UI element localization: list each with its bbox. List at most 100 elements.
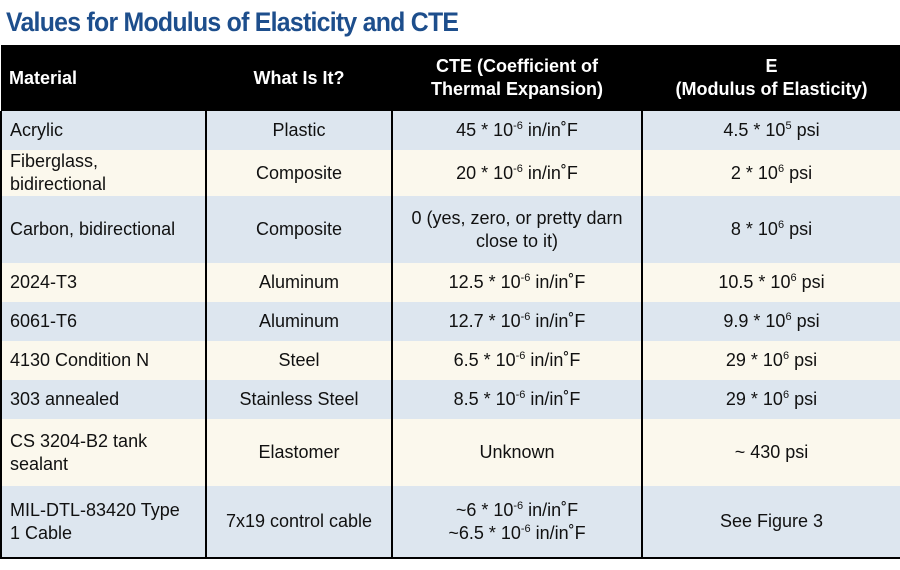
material-text: CS 3204-B2 tank xyxy=(10,430,148,451)
cell-what-is-it: Elastomer xyxy=(205,419,393,486)
cell-modulus: 2 * 106 psi xyxy=(641,150,900,196)
table-row: CS 3204-B2 tank sealant Elastomer Unknown ~ … xyxy=(0,419,900,486)
cte-value: Unknown xyxy=(401,441,633,464)
cell-material: MIL-DTL-83420 Type 1 Cable xyxy=(0,486,207,559)
material-text: 2024-T3 xyxy=(10,272,78,292)
cell-modulus: ~ 430 psi xyxy=(641,419,900,486)
material-text: 6061-T6 xyxy=(10,311,78,331)
cte-value: 12.7 * 10-6 in/in˚F xyxy=(401,310,633,333)
table-body: Acrylic Plastic 45 * 10-6 in/in˚F 4.5 * 105… xyxy=(0,111,900,559)
cte-value-unit: in/in˚F xyxy=(530,272,586,292)
cte-value: 0 (yes, zero, or pretty darn xyxy=(401,207,633,230)
what-text: 7x19 control cable xyxy=(225,511,373,531)
e-value-unit: psi xyxy=(791,311,820,331)
cte-value: 6.5 * 10-6 in/in˚F xyxy=(401,349,633,372)
e-value-base: See Figure 3 xyxy=(719,511,824,531)
e-value-base: 8 * 10 xyxy=(730,219,778,239)
e-value: 8 * 106 psi xyxy=(651,218,892,241)
cte-value-base: 45 * 10 xyxy=(456,120,514,140)
e-value-exponent: 6 xyxy=(790,272,797,284)
cte-value-base: 12.5 * 10 xyxy=(448,272,521,292)
data-table: Material What Is It? CTE (Coefficient of… xyxy=(0,45,900,559)
cte-value-unit: in/in˚F xyxy=(530,311,586,331)
cell-what-is-it: Aluminum xyxy=(205,302,393,341)
cell-cte: 6.5 * 10-6 in/in˚F xyxy=(391,341,643,380)
cell-cte: 8.5 * 10-6 in/in˚F xyxy=(391,380,643,419)
header-what-is-it: What Is It? xyxy=(206,45,392,111)
cte-value-unit: in/in˚F xyxy=(530,522,586,543)
header-material: Material xyxy=(1,45,206,111)
cell-cte: Unknown xyxy=(391,419,643,486)
cte-value-exponent: -6 xyxy=(520,272,531,284)
header-cte: CTE (Coefficient of Thermal Expansion) xyxy=(392,45,642,111)
cte-value: 8.5 * 10-6 in/in˚F xyxy=(401,388,633,411)
cte-value-base: close to it) xyxy=(475,230,559,251)
material-text: MIL-DTL-83420 Type xyxy=(10,499,180,520)
cell-what-is-it: Stainless Steel xyxy=(205,380,393,419)
e-value: 10.5 * 106 psi xyxy=(651,271,892,294)
cell-cte: 45 * 10-6 in/in˚F xyxy=(391,111,643,150)
e-value-unit: psi xyxy=(784,219,813,239)
table-header-row: Material What Is It? CTE (Coefficient of… xyxy=(1,45,900,111)
cell-what-is-it: Plastic xyxy=(205,111,393,150)
cell-cte: ~6 * 10-6 in/in˚F ~6.5 * 10-6 in/in˚F xyxy=(391,486,643,559)
cte-value: 12.5 * 10-6 in/in˚F xyxy=(401,271,633,294)
e-value: 2 * 106 psi xyxy=(651,162,892,185)
e-value-unit: psi xyxy=(791,120,820,140)
e-value: ~ 430 psi xyxy=(651,441,892,464)
material-text: 4130 Condition N xyxy=(10,350,150,370)
cell-material: 4130 Condition N xyxy=(0,341,207,380)
cell-material: Carbon, bidirectional xyxy=(0,196,207,263)
material-text: Fiberglass, bidirectional xyxy=(10,151,107,194)
cell-what-is-it: Composite xyxy=(205,196,393,263)
cell-what-is-it: Aluminum xyxy=(205,263,393,302)
e-value-exponent: 6 xyxy=(777,162,785,175)
cte-value-exponent: -6 xyxy=(513,120,523,132)
what-text: Elastomer xyxy=(258,442,340,462)
e-value: 29 * 106 psi xyxy=(651,388,892,411)
material-text: 303 annealed xyxy=(10,389,120,409)
e-value-exponent: 6 xyxy=(777,219,785,231)
material-text: Carbon, bidirectional xyxy=(10,219,176,239)
e-value-exponent: 6 xyxy=(782,389,790,401)
cell-material: 2024-T3 xyxy=(0,263,207,302)
header-modulus: E (Modulus of Elasticity) xyxy=(642,45,900,111)
what-text: Aluminum xyxy=(258,311,340,331)
cte-value-base: 12.7 * 10 xyxy=(448,311,521,331)
cell-modulus: 29 * 106 psi xyxy=(641,380,900,419)
what-text: Aluminum xyxy=(258,272,340,292)
cte-value-exponent: -6 xyxy=(513,499,524,512)
cell-material: 6061-T6 xyxy=(0,302,207,341)
what-text: Steel xyxy=(278,350,320,370)
cte-value-base: 20 * 10 xyxy=(456,162,514,183)
cell-material: CS 3204-B2 tank sealant xyxy=(0,419,207,486)
data-table-container: Material What Is It? CTE (Coefficient of… xyxy=(0,45,900,570)
cte-value-exponent: -6 xyxy=(513,162,523,175)
e-value-exponent: 6 xyxy=(785,311,792,323)
table-row: Acrylic Plastic 45 * 10-6 in/in˚F 4.5 * 105… xyxy=(0,111,900,150)
e-value-unit: psi xyxy=(796,272,825,292)
e-value-base: 29 * 10 xyxy=(725,350,783,370)
cte-value-unit: in/in˚F xyxy=(525,350,581,370)
cell-cte: 12.5 * 10-6 in/in˚F xyxy=(391,263,643,302)
e-value-unit: psi xyxy=(784,162,813,183)
cte-value: close to it) xyxy=(401,230,633,253)
cell-modulus: 4.5 * 105 psi xyxy=(641,111,900,150)
cell-what-is-it: Composite xyxy=(205,150,393,196)
e-value: 4.5 * 105 psi xyxy=(651,119,892,142)
cell-modulus: See Figure 3 xyxy=(641,486,900,559)
table-row: Carbon, bidirectional Composite 0 (yes, ze… xyxy=(0,196,900,263)
what-text: Composite xyxy=(255,162,343,183)
cell-material: 303 annealed xyxy=(0,380,207,419)
e-value-base: ~ 430 psi xyxy=(734,442,809,462)
cte-value-base: 0 (yes, zero, or pretty darn xyxy=(411,207,623,228)
cte-value-exponent: -6 xyxy=(515,350,526,362)
page-title: Values for Modulus of Elasticity and CTE xyxy=(6,7,459,37)
table-row: MIL-DTL-83420 Type 1 Cable 7x19 control ca… xyxy=(0,486,900,559)
cte-value-unit: in/in˚F xyxy=(522,120,578,140)
cell-cte: 20 * 10-6 in/in˚F xyxy=(391,150,643,196)
material-text: 1 Cable xyxy=(10,522,73,543)
e-value: See Figure 3 xyxy=(651,510,892,533)
cte-value-unit: in/in˚F xyxy=(525,389,581,409)
e-value-exponent: 6 xyxy=(782,350,790,362)
